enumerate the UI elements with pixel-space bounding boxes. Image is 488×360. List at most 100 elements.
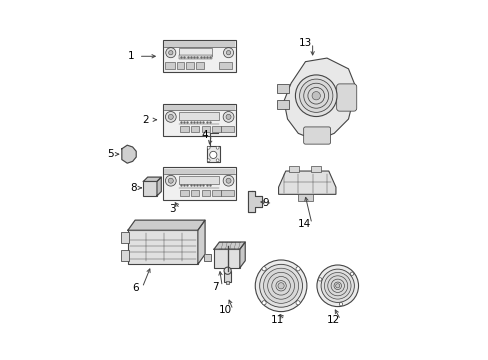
- Circle shape: [350, 272, 353, 275]
- Circle shape: [165, 48, 176, 58]
- Circle shape: [223, 48, 233, 58]
- FancyBboxPatch shape: [303, 127, 330, 144]
- Circle shape: [168, 114, 173, 120]
- Bar: [225, 281, 229, 284]
- Circle shape: [223, 175, 233, 186]
- Circle shape: [168, 178, 173, 183]
- Bar: [277, 100, 288, 109]
- Circle shape: [262, 301, 265, 305]
- Circle shape: [318, 278, 321, 281]
- Polygon shape: [278, 171, 335, 194]
- Polygon shape: [128, 220, 204, 230]
- Circle shape: [165, 175, 176, 186]
- Text: 4: 4: [201, 130, 207, 140]
- Bar: [180, 126, 188, 132]
- Bar: [190, 126, 199, 132]
- Bar: [128, 230, 198, 264]
- Circle shape: [225, 114, 230, 120]
- FancyBboxPatch shape: [123, 149, 133, 159]
- FancyBboxPatch shape: [336, 84, 356, 111]
- Circle shape: [224, 267, 231, 274]
- Circle shape: [324, 273, 350, 299]
- Circle shape: [339, 302, 342, 306]
- Bar: [163, 104, 236, 136]
- Bar: [179, 112, 218, 120]
- Bar: [186, 62, 194, 69]
- Polygon shape: [247, 191, 262, 212]
- Polygon shape: [157, 177, 161, 196]
- Text: 5: 5: [107, 149, 114, 159]
- Circle shape: [295, 75, 336, 117]
- Text: 3: 3: [169, 204, 176, 214]
- Bar: [212, 190, 221, 196]
- Circle shape: [321, 269, 354, 302]
- Bar: [163, 41, 235, 46]
- Polygon shape: [214, 242, 244, 249]
- Text: 14: 14: [298, 219, 311, 229]
- Circle shape: [225, 178, 230, 183]
- Bar: [179, 55, 212, 59]
- Bar: [310, 166, 320, 172]
- Text: 8: 8: [130, 183, 137, 193]
- Bar: [277, 84, 288, 93]
- Bar: [196, 62, 203, 69]
- Text: 13: 13: [298, 38, 311, 48]
- Circle shape: [295, 267, 300, 271]
- Circle shape: [165, 112, 176, 122]
- Circle shape: [307, 87, 324, 104]
- Circle shape: [263, 268, 298, 303]
- Bar: [176, 62, 184, 69]
- Polygon shape: [284, 58, 355, 140]
- Text: 12: 12: [326, 315, 339, 325]
- Circle shape: [267, 273, 294, 299]
- Bar: [164, 62, 174, 69]
- Bar: [179, 48, 212, 56]
- Polygon shape: [239, 242, 244, 268]
- Bar: [212, 126, 221, 132]
- Bar: [214, 249, 239, 268]
- Text: 7: 7: [211, 282, 218, 292]
- Text: 10: 10: [219, 305, 232, 315]
- Circle shape: [333, 282, 341, 289]
- Polygon shape: [198, 220, 204, 264]
- Text: 1: 1: [128, 51, 135, 61]
- Circle shape: [311, 91, 320, 100]
- Bar: [163, 40, 236, 72]
- Bar: [218, 62, 232, 69]
- Circle shape: [277, 283, 284, 289]
- Circle shape: [295, 301, 300, 305]
- Circle shape: [207, 159, 210, 162]
- Bar: [289, 166, 299, 172]
- Bar: [221, 126, 234, 132]
- Circle shape: [259, 264, 302, 307]
- Text: 11: 11: [270, 315, 284, 325]
- Circle shape: [330, 279, 344, 292]
- Bar: [221, 190, 234, 196]
- Bar: [180, 190, 188, 196]
- Circle shape: [262, 267, 265, 271]
- Polygon shape: [143, 177, 161, 181]
- Bar: [163, 168, 235, 174]
- Circle shape: [299, 79, 332, 112]
- Circle shape: [226, 50, 230, 55]
- Bar: [201, 190, 210, 196]
- Circle shape: [255, 260, 306, 312]
- Circle shape: [316, 265, 358, 307]
- Bar: [298, 194, 312, 201]
- Circle shape: [168, 50, 173, 55]
- Circle shape: [216, 159, 219, 162]
- Bar: [163, 105, 235, 110]
- Bar: [224, 271, 231, 282]
- Bar: [190, 190, 199, 196]
- Polygon shape: [122, 145, 136, 163]
- Circle shape: [209, 151, 217, 158]
- Text: 9: 9: [262, 198, 268, 208]
- Circle shape: [303, 83, 328, 108]
- Circle shape: [216, 146, 219, 149]
- Circle shape: [275, 281, 285, 291]
- Circle shape: [207, 146, 210, 149]
- Circle shape: [335, 284, 339, 288]
- Circle shape: [327, 276, 347, 296]
- Bar: [179, 176, 218, 184]
- Bar: [143, 181, 157, 196]
